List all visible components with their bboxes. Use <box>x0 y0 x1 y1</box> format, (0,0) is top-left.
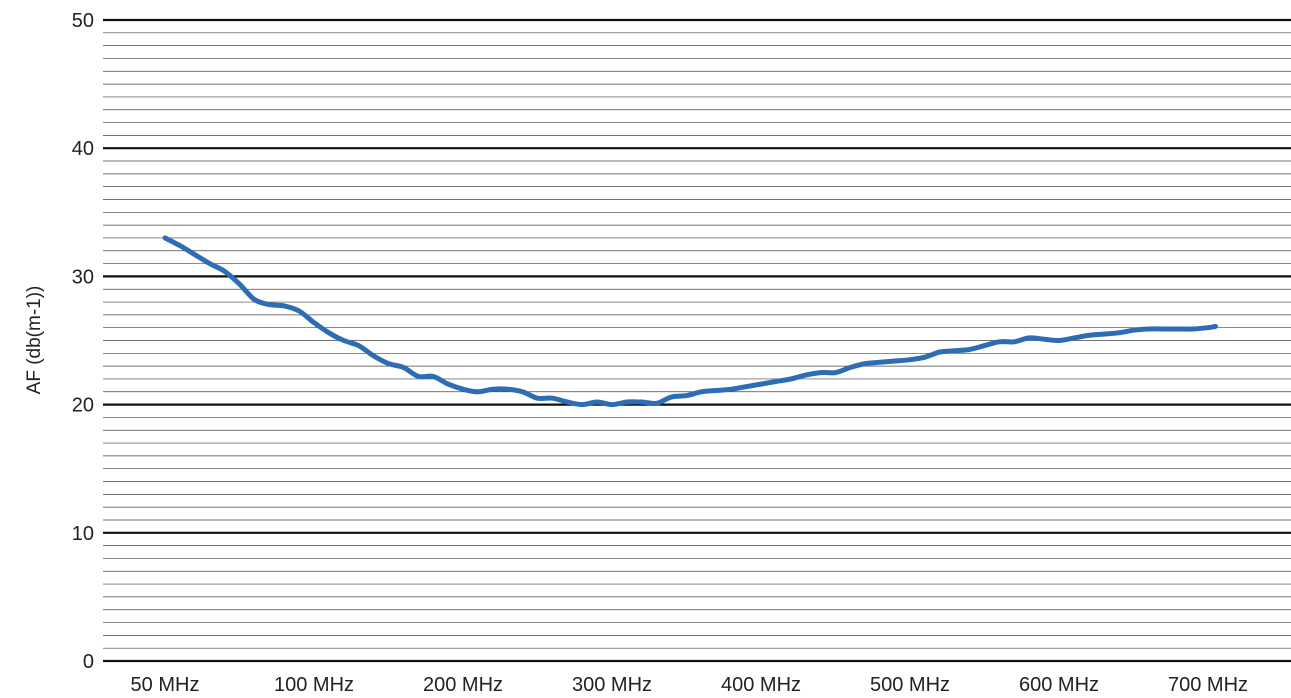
x-tick-label: 600 MHz <box>1019 674 1099 696</box>
series-line <box>162 235 1218 408</box>
x-tick-label: 400 MHz <box>721 674 801 696</box>
series-group <box>162 235 1218 408</box>
y-tick-label: 50 <box>72 10 94 32</box>
y-axis-tick-labels: 0 10 20 30 40 50 <box>72 10 94 673</box>
x-tick-label: 200 MHz <box>423 674 503 696</box>
x-tick-label: 50 MHz <box>131 674 200 696</box>
y-tick-label: 0 <box>83 651 94 673</box>
major-gridlines <box>103 18 1291 663</box>
y-tick-label: 30 <box>72 266 94 288</box>
y-tick-label: 10 <box>72 523 94 545</box>
y-tick-label: 20 <box>72 395 94 417</box>
minor-gridlines <box>103 32 1291 649</box>
x-tick-label: 300 MHz <box>572 674 652 696</box>
y-tick-label: 40 <box>72 138 94 160</box>
y-axis-label: AF (db(m-1)) <box>24 286 45 395</box>
x-axis-tick-labels: 50 MHz 100 MHz 200 MHz 300 MHz 400 MHz 500 MH… <box>131 674 1248 696</box>
x-tick-label: 100 MHz <box>274 674 354 696</box>
x-tick-label: 700 MHz <box>1168 674 1248 696</box>
x-tick-label: 500 MHz <box>870 674 950 696</box>
